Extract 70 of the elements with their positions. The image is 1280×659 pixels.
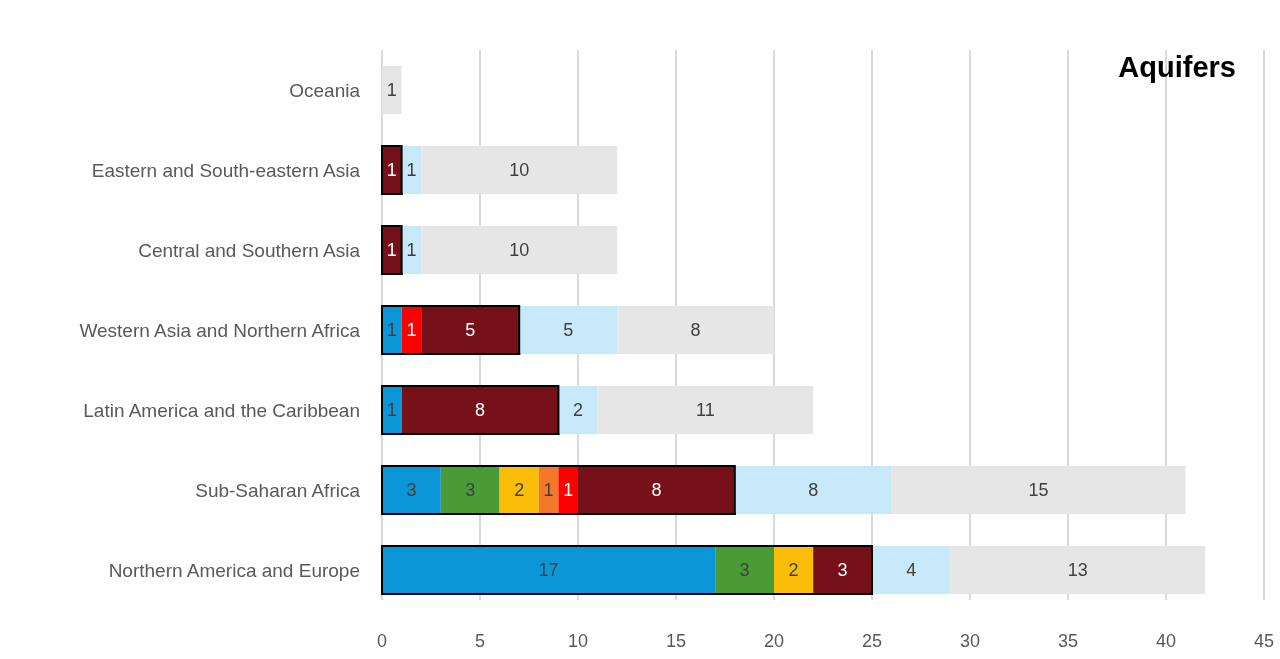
data-label: 10 (509, 160, 530, 181)
y-tick-label: Sub-Saharan Africa (195, 479, 361, 501)
bar (597, 386, 814, 434)
bar (715, 546, 774, 594)
x-tick-label: 35 (1057, 631, 1079, 651)
data-label: 10 (509, 240, 530, 261)
bar (558, 466, 578, 514)
x-tick-label: 45 (1253, 631, 1275, 651)
bar (774, 546, 814, 594)
data-label: 3 (739, 560, 750, 581)
data-label: 4 (906, 560, 917, 581)
bar (813, 546, 872, 594)
bar (499, 466, 539, 514)
data-label: 1 (406, 240, 417, 261)
data-label: 1 (386, 80, 397, 101)
x-tick-label: 15 (665, 631, 687, 651)
x-tick-label: 30 (959, 631, 981, 651)
bar (382, 466, 441, 514)
data-label: 1 (563, 480, 574, 501)
data-label: 5 (465, 320, 476, 341)
bar (421, 306, 520, 354)
data-label: 1 (406, 160, 417, 181)
data-label: 1 (386, 160, 397, 181)
data-label: 5 (563, 320, 574, 341)
data-label: 2 (788, 560, 799, 581)
y-tick-label: Latin America and the Caribbean (83, 399, 360, 421)
data-label: 8 (690, 320, 701, 341)
data-label: 2 (572, 400, 584, 421)
chart-title: Aquifers (1118, 51, 1236, 83)
bar (891, 466, 1186, 514)
data-label: 1 (386, 240, 397, 261)
x-tick-label: 40 (1155, 631, 1177, 651)
data-label: 1 (386, 320, 397, 341)
bar (401, 386, 559, 434)
data-label: 17 (538, 560, 559, 581)
bar (421, 146, 618, 194)
data-label: 15 (1028, 480, 1049, 501)
x-tick-label: 10 (567, 631, 589, 651)
bar (558, 386, 598, 434)
x-tick-label: 5 (474, 631, 486, 651)
data-label: 3 (406, 480, 417, 501)
y-tick-label: Central and Southern Asia (138, 239, 361, 261)
data-label: 2 (514, 480, 525, 501)
data-label: 8 (651, 480, 662, 501)
bar (382, 546, 716, 594)
bar (617, 306, 774, 354)
bar (872, 546, 951, 594)
data-label: 8 (474, 400, 486, 421)
bar (519, 306, 618, 354)
y-tick-label: Eastern and South-eastern Asia (91, 159, 361, 181)
x-tick-label: 25 (861, 631, 883, 651)
y-tick-label: Northern America and Europe (108, 559, 360, 581)
bar (421, 226, 618, 274)
data-label: 11 (696, 400, 715, 421)
bar (734, 466, 892, 514)
bar (950, 546, 1206, 594)
data-label: 1 (406, 320, 417, 341)
data-label: 13 (1067, 560, 1088, 581)
y-tick-label: Western Asia and Northern Africa (79, 319, 361, 341)
data-label: 3 (837, 560, 848, 581)
bar (578, 466, 735, 514)
data-label: 8 (808, 480, 819, 501)
x-tick-label: 20 (763, 631, 785, 651)
data-label: 3 (465, 480, 476, 501)
data-label: 1 (386, 400, 397, 421)
y-tick-label: Oceania (289, 79, 361, 101)
bar (382, 66, 402, 114)
x-tick-label: 0 (376, 631, 388, 651)
bar (440, 466, 500, 514)
data-label: 1 (543, 480, 554, 501)
